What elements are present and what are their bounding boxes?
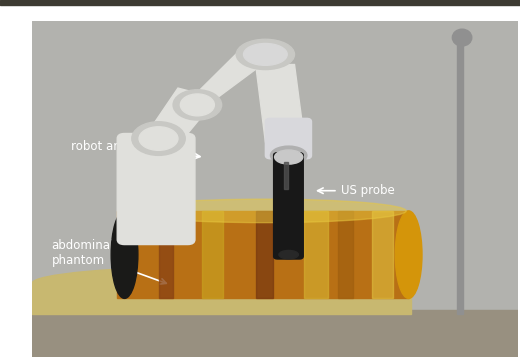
Ellipse shape <box>243 43 287 66</box>
Ellipse shape <box>452 29 472 46</box>
Bar <box>457 38 463 314</box>
FancyBboxPatch shape <box>265 118 311 159</box>
FancyBboxPatch shape <box>274 153 303 259</box>
Ellipse shape <box>32 266 411 300</box>
Text: abdominal
phantom: abdominal phantom <box>51 239 166 284</box>
Ellipse shape <box>139 127 178 150</box>
Bar <box>32 310 518 357</box>
Polygon shape <box>32 283 411 314</box>
Ellipse shape <box>111 211 138 299</box>
FancyBboxPatch shape <box>117 134 195 245</box>
Bar <box>159 211 173 299</box>
Text: US probe: US probe <box>318 184 394 197</box>
Bar <box>338 211 353 299</box>
Bar <box>372 211 393 299</box>
Ellipse shape <box>173 90 222 120</box>
Ellipse shape <box>395 211 422 299</box>
Polygon shape <box>178 44 285 112</box>
Polygon shape <box>256 64 304 142</box>
Bar <box>117 211 409 299</box>
Ellipse shape <box>270 146 307 165</box>
Ellipse shape <box>124 199 406 223</box>
Ellipse shape <box>180 94 214 116</box>
Bar <box>32 21 518 314</box>
Text: robot arm: robot arm <box>71 140 200 159</box>
Bar <box>304 211 328 299</box>
Ellipse shape <box>275 150 303 164</box>
Ellipse shape <box>132 122 185 155</box>
Bar <box>256 211 273 299</box>
Ellipse shape <box>279 251 298 259</box>
Bar <box>202 211 223 299</box>
Ellipse shape <box>236 39 294 69</box>
Polygon shape <box>139 88 217 145</box>
Bar <box>0 0 520 5</box>
Bar <box>284 162 288 189</box>
